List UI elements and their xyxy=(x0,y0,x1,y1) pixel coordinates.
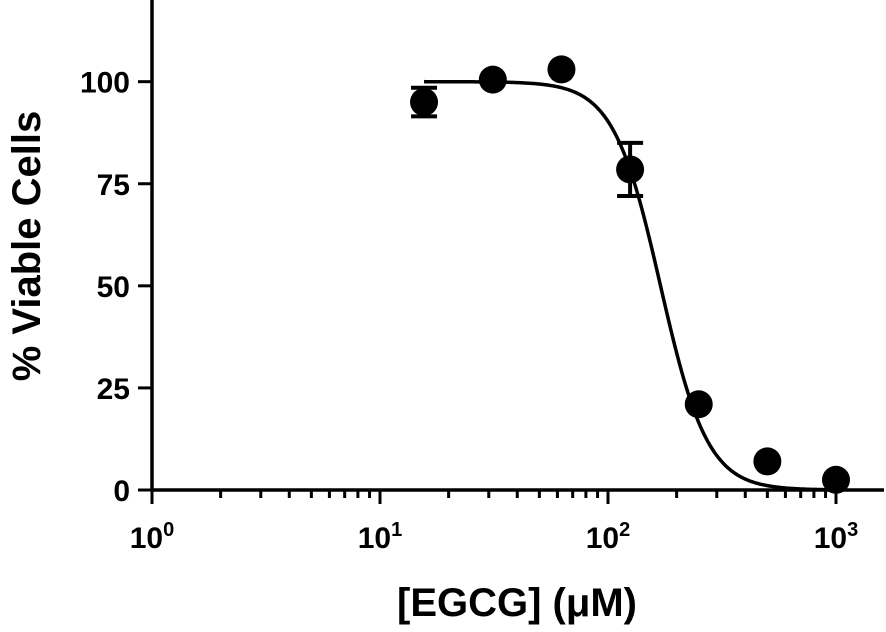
data-point xyxy=(478,65,507,94)
tick-labels: 0 25 50 75 100 100 101 102 103 xyxy=(80,67,858,555)
x-tick-label: 102 xyxy=(586,519,631,555)
error-bars xyxy=(411,85,644,198)
data-point xyxy=(822,465,850,494)
y-tick-label: 0 xyxy=(113,475,130,508)
data-point xyxy=(753,447,782,476)
data-point xyxy=(547,55,576,84)
y-tick-label: 25 xyxy=(97,373,130,406)
y-tick-label: 50 xyxy=(97,271,130,304)
y-axis-title: % Viable Cells xyxy=(5,111,49,382)
data-point xyxy=(616,155,645,184)
data-point xyxy=(684,390,713,419)
x-tick-label: 103 xyxy=(814,519,859,555)
x-tick-label: 101 xyxy=(358,519,403,555)
x-axis-title: [EGCG] (μM) xyxy=(397,581,637,625)
axes xyxy=(150,0,884,492)
data-point xyxy=(410,88,439,117)
ticks xyxy=(138,80,838,504)
x-tick-label: 100 xyxy=(130,519,175,555)
y-tick-label: 75 xyxy=(97,169,130,202)
y-tick-label: 100 xyxy=(80,67,130,100)
data-points xyxy=(410,55,850,494)
